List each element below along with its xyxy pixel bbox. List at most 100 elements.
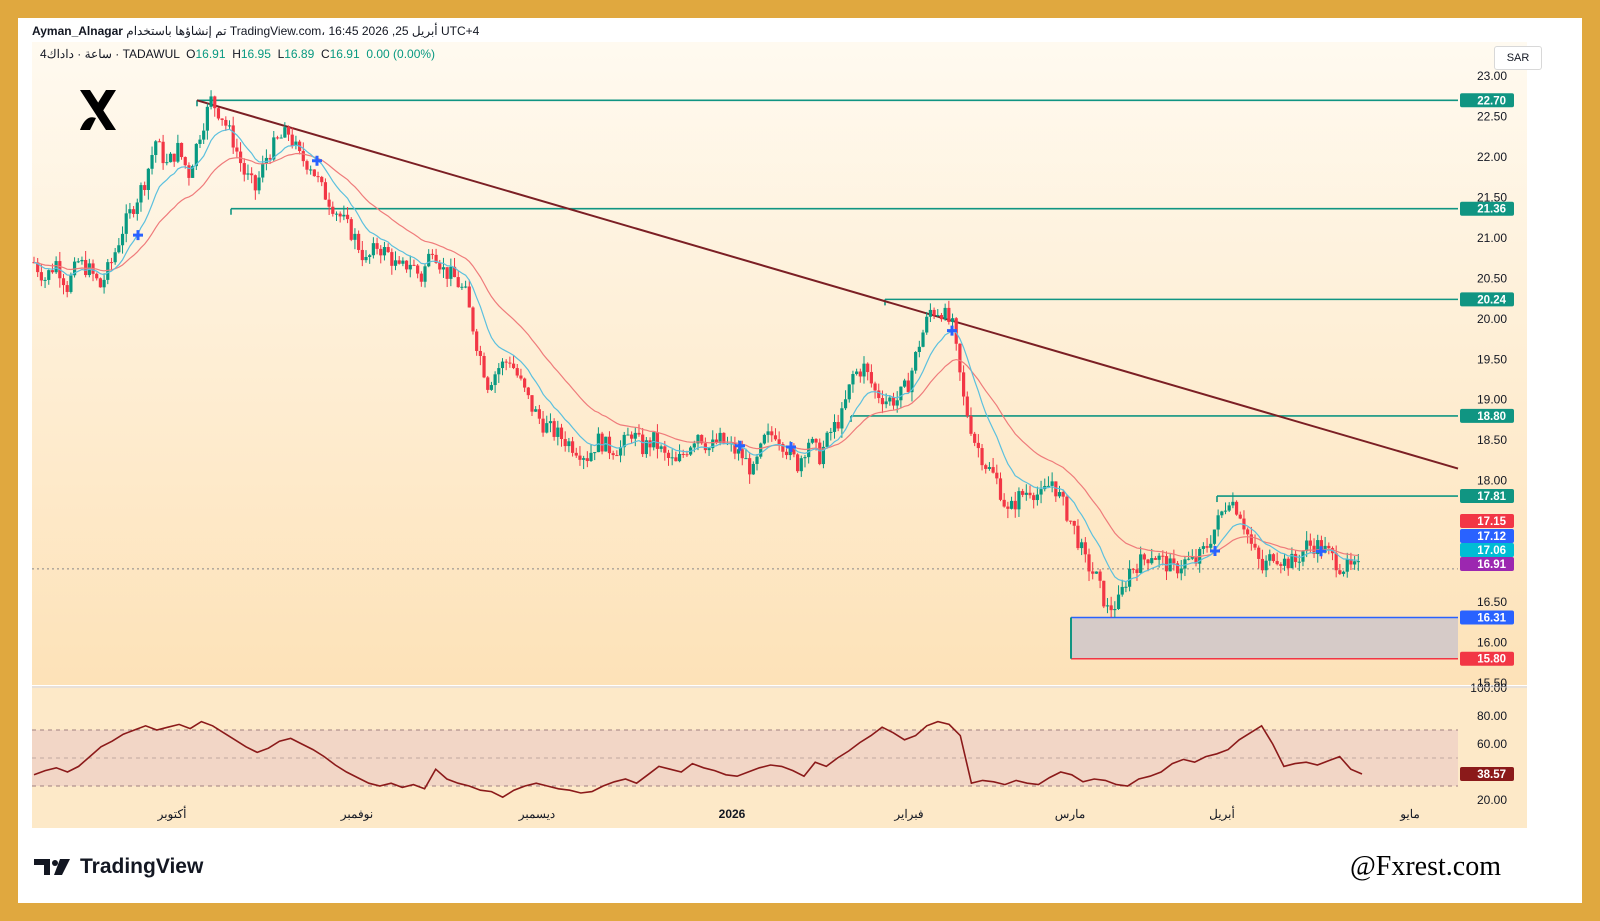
- candle-body: [168, 153, 173, 163]
- tradingview-logo[interactable]: TradingView: [34, 855, 203, 879]
- candle-body: [464, 286, 468, 288]
- candle-body: [751, 463, 755, 475]
- candle-body: [323, 182, 328, 200]
- candle-body: [286, 127, 291, 135]
- candle-body: [146, 168, 150, 190]
- candle-body: [1201, 546, 1205, 549]
- candle-body: [766, 431, 770, 435]
- candle-body: [1013, 500, 1017, 510]
- candle-body: [1253, 543, 1257, 548]
- candle-body: [958, 343, 962, 373]
- candle-body: [1072, 520, 1076, 526]
- symbol-line: 4ساعة · داداك · TADAWUL O16.91 H16.95 L1…: [40, 47, 435, 61]
- candle-body: [135, 202, 139, 214]
- candle-body: [423, 266, 427, 282]
- candle-body: [559, 427, 564, 440]
- candle-body: [1017, 491, 1021, 510]
- price-axis-tick: 22.50: [1477, 109, 1507, 123]
- candle-body: [666, 452, 671, 458]
- candle-body: [796, 454, 800, 472]
- candle-body: [858, 371, 862, 377]
- candle-body: [1032, 495, 1036, 501]
- candle-body: [947, 307, 951, 322]
- candle-body: [268, 157, 272, 160]
- candle-body: [379, 248, 383, 256]
- candle-body: [220, 118, 224, 120]
- candle-body: [939, 315, 944, 320]
- high-label: H: [232, 47, 241, 61]
- candle-body: [1142, 554, 1146, 560]
- candle-body: [132, 209, 136, 214]
- candle-body: [1002, 499, 1006, 507]
- candle-body: [1194, 556, 1198, 564]
- level-price-tag: 18.80: [1477, 411, 1506, 423]
- candle-body: [1257, 547, 1261, 559]
- candle-body: [438, 262, 442, 270]
- candle-body: [157, 141, 162, 143]
- candle-body: [611, 453, 615, 456]
- candle-body: [179, 142, 184, 158]
- candle-body: [172, 153, 176, 162]
- candle-body: [511, 363, 516, 369]
- candle-body: [818, 442, 822, 465]
- candle-body: [884, 401, 888, 405]
- candle-body: [843, 399, 848, 409]
- candle-body: [526, 387, 530, 396]
- open-value: 16.91: [195, 47, 226, 61]
- candle-body: [873, 383, 877, 391]
- candle-body: [1139, 554, 1143, 573]
- candle-body: [475, 331, 479, 351]
- currency-button[interactable]: SAR: [1494, 46, 1542, 70]
- candle-body: [630, 434, 634, 439]
- candle-body: [290, 134, 294, 146]
- candle-body: [677, 453, 682, 462]
- candle-body: [368, 255, 372, 257]
- x-logo-icon: [80, 90, 116, 130]
- level-price-tag-bg: [1460, 201, 1514, 216]
- candle-body: [194, 143, 198, 167]
- candle-body: [349, 219, 353, 240]
- candle-body: [1338, 570, 1342, 574]
- candle-body: [489, 385, 494, 390]
- candle-body: [76, 261, 80, 263]
- candle-body: [910, 370, 914, 393]
- candle-body: [925, 316, 929, 333]
- candle-body: [1028, 492, 1032, 496]
- candle-body: [327, 199, 331, 207]
- candle-body: [1024, 492, 1028, 495]
- low-value: 16.89: [284, 47, 315, 61]
- candle-body: [541, 418, 545, 433]
- candle-body: [1039, 489, 1043, 495]
- tradingview-icon: [34, 859, 70, 875]
- price-axis-tick: 19.50: [1477, 352, 1507, 366]
- candle-body: [534, 409, 538, 412]
- candle-body: [1168, 558, 1172, 572]
- candle-body: [102, 279, 106, 288]
- indicator-price-tag: 16.91: [1477, 559, 1506, 571]
- candle-body: [143, 185, 147, 190]
- candle-body: [1057, 492, 1062, 497]
- time-axis-tick: مايو: [1399, 807, 1420, 821]
- candle-body: [1238, 514, 1242, 519]
- candle-body: [563, 439, 567, 447]
- candle-body: [357, 233, 361, 250]
- candle-body: [1150, 558, 1154, 564]
- candle-body: [840, 408, 844, 429]
- candle-body: [891, 397, 896, 406]
- candle-body: [644, 440, 648, 455]
- candle-body: [570, 441, 575, 453]
- candle-body: [1153, 558, 1158, 560]
- candle-body: [39, 272, 43, 281]
- candle-body: [124, 213, 128, 234]
- level-price-tag: 21.36: [1477, 204, 1506, 216]
- candle-body: [449, 266, 453, 279]
- cross-marker-icon: [133, 230, 143, 241]
- candle-body: [69, 275, 73, 292]
- candle-body: [851, 374, 855, 385]
- candle-body: [1128, 568, 1132, 587]
- candle-body: [1068, 520, 1073, 522]
- candle-body: [1305, 540, 1309, 552]
- candle-body: [301, 151, 305, 162]
- candle-body: [855, 371, 859, 375]
- candle-body: [205, 106, 209, 131]
